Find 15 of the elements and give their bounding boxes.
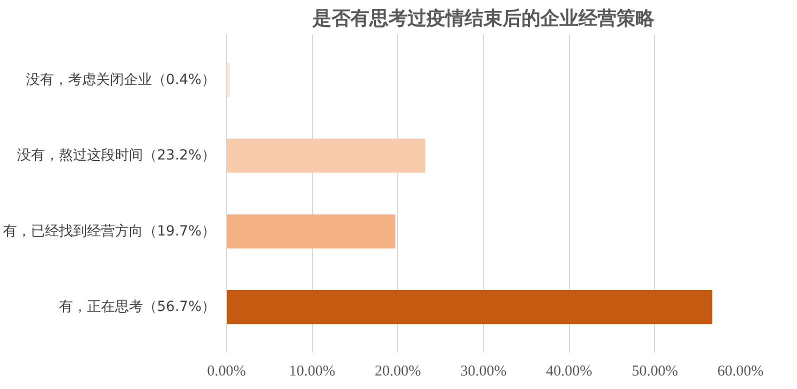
y-tick-label: 没有，熬过这段时间（23.2%） (17, 148, 216, 164)
x-tick-label: 0.00% (207, 364, 246, 380)
bar (226, 138, 426, 173)
chart-title: 是否有思考过疫情结束后的企业经营策略 (312, 8, 656, 30)
x-tick-label: 50.00% (632, 364, 678, 380)
x-tick-label: 10.00% (289, 364, 336, 380)
y-tick-label: 有，正在思考（56.7%） (59, 299, 216, 316)
y-tick-label: 有，已经找到经营方向（19.7%） (3, 223, 216, 240)
x-tick-label: 60.00% (717, 364, 764, 380)
bar (226, 290, 712, 324)
y-tick-label: 没有，考虑关闭企业（0.4%） (26, 72, 216, 88)
x-tick-label: 30.00% (460, 364, 507, 380)
x-tick-label: 20.00% (374, 364, 421, 380)
x-tick-label: 40.00% (546, 364, 592, 380)
bar (226, 214, 396, 248)
